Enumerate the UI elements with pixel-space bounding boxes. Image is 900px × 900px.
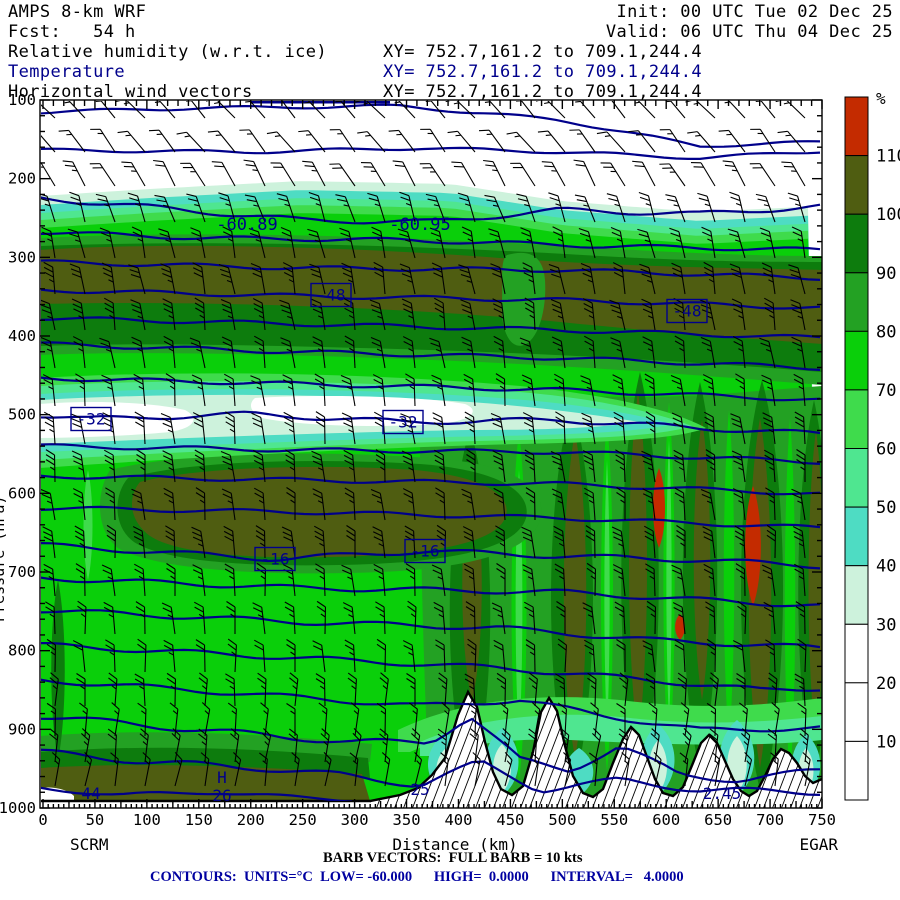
pressure-tick-label: 800 <box>8 642 36 660</box>
contour-label-box <box>404 538 446 564</box>
model-title: AMPS 8-km WRF <box>8 2 147 22</box>
colorbar-tick-label: 40 <box>876 557 896 577</box>
contour-label: -48 <box>317 286 346 305</box>
colorbar-tick-label: 70 <box>876 381 896 401</box>
colorbar-tick-label: 50 <box>876 498 896 518</box>
distance-tick-label: 300 <box>341 811 369 829</box>
station-right-label: EGAR <box>799 835 838 854</box>
init-time: Init: 00 UTC Tue 02 Dec 25 <box>616 2 893 22</box>
surface-contour-label: H <box>217 768 227 787</box>
pressure-tick-label: 900 <box>8 720 36 738</box>
contour-label-box <box>70 406 112 432</box>
pressure-tick-label: 600 <box>8 484 36 502</box>
pressure-tick-label: 1000 <box>0 799 36 817</box>
colorbar-tick-label: 80 <box>876 322 896 342</box>
contours-note: CONTOURS: UNITS=°C LOW= -60.000 HIGH= 0.… <box>150 869 684 885</box>
contour-label-box <box>382 409 424 435</box>
distance-tick-label: 500 <box>548 811 576 829</box>
distance-tick-label: 0 <box>38 811 47 829</box>
distance-tick-label: 50 <box>86 811 105 829</box>
distance-tick-label: 750 <box>808 811 836 829</box>
distance-tick-label: 650 <box>704 811 732 829</box>
axes-layer <box>39 99 823 809</box>
station-left-label: SCRM <box>70 835 109 854</box>
pressure-tick-label: 100 <box>8 91 36 109</box>
contour-label: -32 <box>389 413 418 432</box>
forecast-hour: Fcst: 54 h <box>8 22 136 42</box>
contour-labels-layer: -60.89 -60.95 -48 -48 -32 -32 -16 -16 44 H26 25 2.4… <box>70 215 742 805</box>
contour-label: -32 <box>77 410 106 429</box>
colorbar-tick-label: 10 <box>876 732 896 752</box>
contour-label: -48 <box>673 302 702 321</box>
contour-label: -16 <box>411 542 440 561</box>
colorbar-tick-label: 100 <box>876 205 900 225</box>
contour-label-box <box>310 282 352 308</box>
pressure-tick-label: 300 <box>8 248 36 266</box>
colorbar-tick-label: 60 <box>876 440 896 460</box>
legend-rh-label: Relative humidity (w.r.t. ice) <box>8 42 328 62</box>
legend-temperature-xy: XY= 752.7,161.2 to 709.1,244.4 <box>383 62 703 82</box>
colorbar-tick-label: 20 <box>876 674 896 694</box>
temperature-contours-layer <box>41 101 821 801</box>
contour-extremum-label: -60.95 <box>389 215 450 235</box>
barb-vectors-note: BARB VECTORS: FULL BARB = 10 kts <box>323 850 583 866</box>
colorbar-unit: % <box>876 89 886 108</box>
pressure-tick-label: 400 <box>8 327 36 345</box>
legend-rh-xy: XY= 752.7,161.2 to 709.1,244.4 <box>383 42 703 62</box>
distance-tick-label: 700 <box>756 811 784 829</box>
pressure-tick-label: 500 <box>8 406 36 424</box>
surface-contour-label: 26 <box>212 786 231 805</box>
surface-line <box>41 689 822 803</box>
colorbar-tick-label: 30 <box>876 615 896 635</box>
colorbar: % 110 100 90 80 70 60 50 40 30 20 10 <box>844 89 900 801</box>
distance-tick-label: 550 <box>600 811 628 829</box>
distance-axis-title: Distance (km) <box>392 835 517 854</box>
surface-contour-label: 2.45 <box>703 784 742 803</box>
valid-time: Valid: 06 UTC Thu 04 Dec 25 <box>605 22 893 42</box>
colorbar-tick-label: 110 <box>876 147 900 167</box>
distance-tick-label: 100 <box>133 811 161 829</box>
contour-label: -16 <box>261 550 290 569</box>
distance-tick-label: 200 <box>237 811 265 829</box>
pressure-tick-label: 200 <box>8 170 36 188</box>
surface-contour-label: 44 <box>81 784 100 803</box>
contour-extremum-label: -60.89 <box>216 215 277 235</box>
contour-label-box <box>254 546 296 572</box>
distance-tick-label: 350 <box>393 811 421 829</box>
distance-tick-label: 250 <box>289 811 317 829</box>
distance-tick-label: 150 <box>185 811 213 829</box>
distance-tick-label: 450 <box>496 811 524 829</box>
legend-wind-label: Horizontal wind vectors <box>8 82 253 102</box>
pressure-tick-label: 700 <box>8 563 36 581</box>
legend-temperature-label: Temperature <box>8 62 125 82</box>
contour-label-box <box>666 298 708 324</box>
distance-tick-label: 400 <box>444 811 472 829</box>
distance-tick-label: 600 <box>652 811 680 829</box>
legend-wind-xy: XY= 752.7,161.2 to 709.1,244.4 <box>383 82 703 102</box>
colorbar-tick-label: 90 <box>876 264 896 284</box>
surface-contour-label: 25 <box>410 780 429 799</box>
